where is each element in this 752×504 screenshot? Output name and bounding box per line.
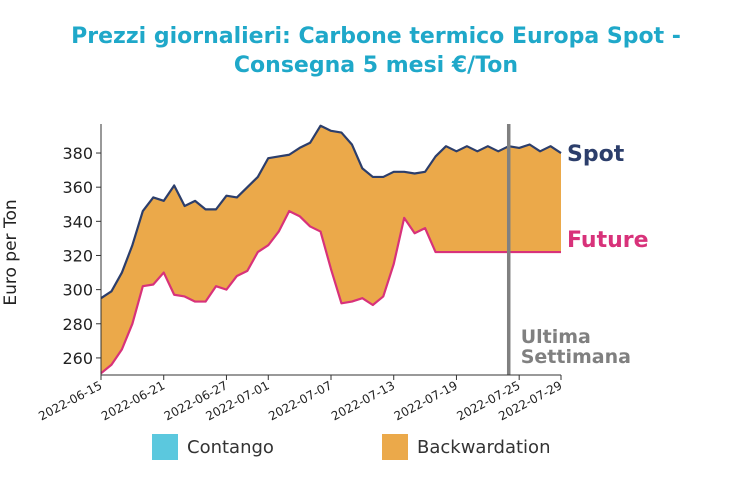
y-axis-label: Euro per Ton	[1, 199, 21, 305]
legend-label-contango: Contango	[187, 436, 274, 458]
y-tick-label: 260	[62, 349, 93, 368]
series-line-spot	[100, 124, 562, 300]
legend-swatch-backwardation	[382, 434, 408, 460]
chart-title-line-1: Prezzi giornalieri: Carbone termico Euro…	[71, 24, 681, 49]
legend-item-backwardation: Backwardation	[382, 434, 550, 460]
series-label-future: Future	[567, 228, 649, 253]
chart-title-line-2: Consegna 5 mesi €/Ton	[233, 53, 519, 78]
last-week-label-line-2: Settimana	[521, 346, 631, 368]
x-tick-label: 2022-06-15	[36, 378, 104, 423]
legend-label-backwardation: Backwardation	[417, 436, 551, 458]
legend-item-contango: Contango	[152, 434, 274, 460]
y-tick-label: 380	[62, 144, 93, 163]
backwardation-area	[101, 125, 561, 374]
y-tick-label: 280	[62, 315, 93, 334]
series-label-spot: Spot	[567, 142, 625, 167]
chart-title: Prezzi giornalieri: Carbone termico Euro…	[0, 22, 752, 80]
x-tick-label: 2022-07-07	[266, 378, 334, 423]
last-week-label-line-1: Ultima	[521, 326, 591, 348]
x-tick-label: 2022-06-21	[99, 378, 167, 423]
y-tick-label: 300	[62, 281, 93, 300]
y-tick-label: 340	[62, 212, 93, 231]
y-tick-label: 360	[62, 178, 93, 197]
legend-swatch-contango	[152, 434, 178, 460]
x-tick-label: 2022-07-19	[392, 378, 460, 423]
y-tick-label: 320	[62, 246, 93, 265]
x-tick-label: 2022-07-13	[329, 378, 397, 423]
series-line-future	[100, 209, 561, 375]
